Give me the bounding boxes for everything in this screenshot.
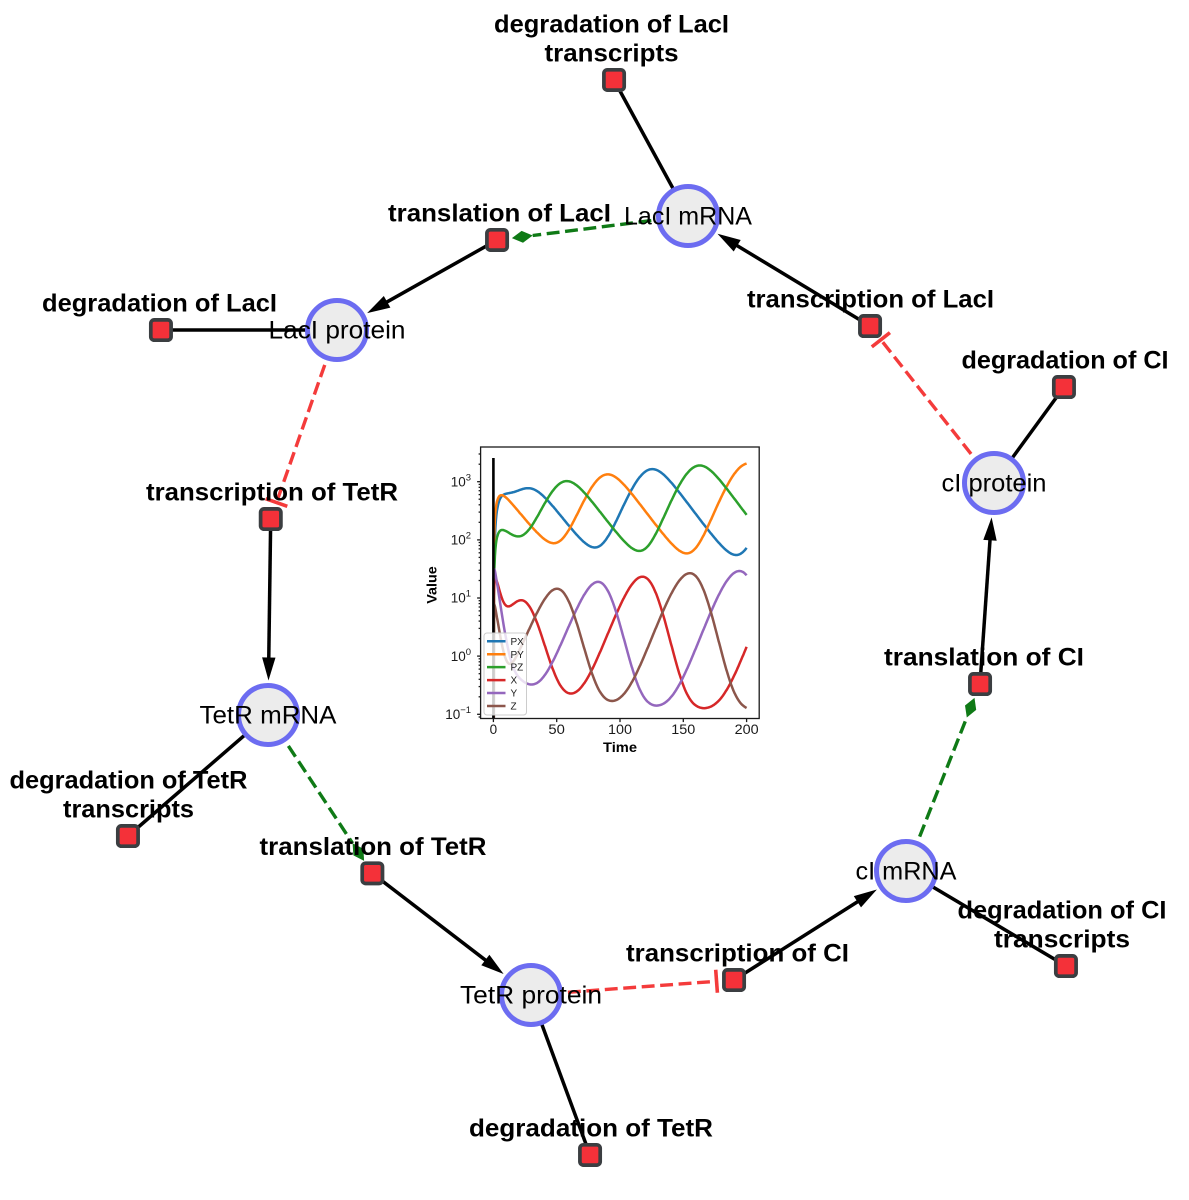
svg-text:transcripts: transcripts xyxy=(994,926,1130,954)
svg-text:Y: Y xyxy=(511,689,518,700)
svg-text:cI protein: cI protein xyxy=(942,470,1047,498)
svg-text:translation of LacI: translation of LacI xyxy=(388,200,611,228)
svg-text:PY: PY xyxy=(511,650,525,661)
svg-text:transcripts: transcripts xyxy=(545,40,679,68)
svg-text:150: 150 xyxy=(671,722,695,737)
svg-text:200: 200 xyxy=(735,722,759,737)
svg-text:transcription of TetR: transcription of TetR xyxy=(146,479,398,507)
svg-text:LacI protein: LacI protein xyxy=(269,317,406,345)
svg-text:TetR protein: TetR protein xyxy=(460,982,602,1010)
svg-text:50: 50 xyxy=(548,722,565,737)
svg-text:TetR mRNA: TetR mRNA xyxy=(200,702,337,730)
svg-text:translation of CI: translation of CI xyxy=(884,644,1084,672)
svg-text:100: 100 xyxy=(608,722,632,737)
svg-text:cI mRNA: cI mRNA xyxy=(856,858,957,886)
svg-text:Z: Z xyxy=(511,702,517,713)
svg-text:degradation of LacI: degradation of LacI xyxy=(494,11,729,39)
svg-text:LacI mRNA: LacI mRNA xyxy=(624,203,752,231)
svg-text:transcripts: transcripts xyxy=(63,796,194,824)
svg-text:transcription of LacI: transcription of LacI xyxy=(747,286,994,314)
svg-text:Time: Time xyxy=(603,740,638,755)
svg-text:translation of TetR: translation of TetR xyxy=(260,833,487,861)
svg-text:degradation of TetR: degradation of TetR xyxy=(469,1115,713,1143)
svg-text:degradation of CI: degradation of CI xyxy=(958,897,1167,925)
svg-text:X: X xyxy=(511,676,518,687)
svg-text:degradation of CI: degradation of CI xyxy=(962,347,1169,375)
svg-text:0: 0 xyxy=(490,722,498,737)
svg-text:PX: PX xyxy=(511,637,525,648)
svg-text:PZ: PZ xyxy=(511,663,524,674)
svg-text:transcription of CI: transcription of CI xyxy=(626,940,849,968)
svg-text:degradation of LacI: degradation of LacI xyxy=(42,290,277,318)
svg-text:Value: Value xyxy=(425,566,440,604)
svg-text:degradation of TetR: degradation of TetR xyxy=(10,767,248,795)
